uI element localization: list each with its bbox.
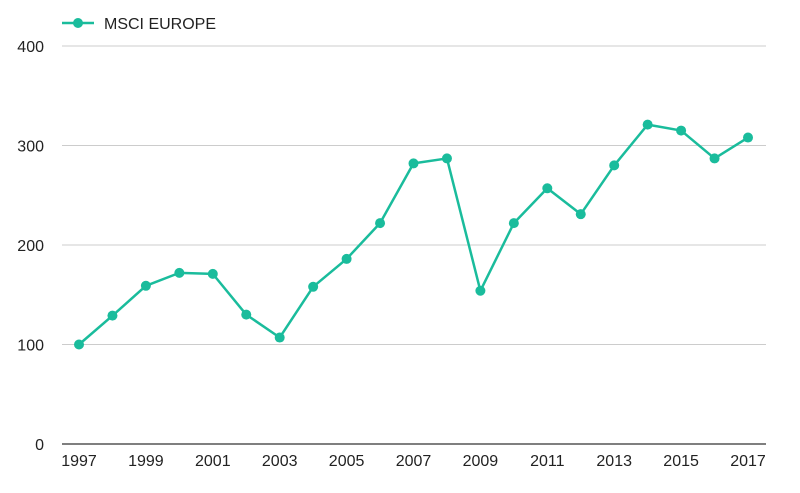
y-tick-label-400: 400: [17, 39, 44, 56]
y-axis-tick-labels: 0 100 200 300 400: [17, 39, 44, 454]
data-point-2016: [709, 153, 720, 164]
legend-label: MSCI EUROPE: [104, 16, 216, 33]
data-point-2001: [207, 268, 218, 279]
data-point-2009: [475, 285, 486, 296]
x-axis-tick-labels: 1997 1999 2001 2003 2005 2007 2009 2011 2013 2015…: [61, 453, 766, 470]
data-point-2004: [308, 281, 319, 292]
data-point-2000: [174, 267, 185, 278]
data-point-2014: [642, 119, 653, 130]
x-tick-label-2009: 2009: [463, 453, 499, 470]
x-tick-label-2011: 2011: [530, 453, 565, 470]
x-tick-label-2013: 2013: [596, 453, 632, 470]
x-tick-label-2003: 2003: [262, 453, 298, 470]
series-line: [77, 123, 750, 346]
x-tick-label-2015: 2015: [663, 453, 699, 470]
x-tick-label-2017: 2017: [730, 453, 766, 470]
data-point-1999: [140, 280, 151, 291]
y-tick-label-200: 200: [17, 238, 44, 255]
y-tick-label-300: 300: [17, 139, 44, 156]
x-tick-label-1999: 1999: [128, 453, 164, 470]
data-point-2011: [542, 183, 553, 194]
x-tick-label-2007: 2007: [396, 453, 432, 470]
data-point-2012: [575, 209, 586, 220]
gridlines: [62, 45, 766, 345]
data-point-2008: [441, 153, 452, 164]
x-tick-label-2001: 2001: [195, 453, 231, 470]
data-point-2007: [408, 158, 419, 169]
data-point-2006: [375, 218, 386, 229]
data-point-2002: [241, 309, 252, 320]
data-point-2013: [609, 160, 620, 171]
data-point-2015: [676, 125, 687, 136]
legend: MSCI EUROPE: [62, 16, 216, 33]
data-point-1998: [107, 310, 118, 321]
data-point-2003: [274, 332, 285, 343]
y-tick-label-100: 100: [17, 338, 44, 355]
data-point-1997: [74, 339, 84, 350]
y-tick-label-0: 0: [35, 437, 44, 454]
data-point-2010: [508, 218, 519, 229]
data-point-2005: [341, 253, 352, 264]
x-tick-label-1997: 1997: [61, 453, 97, 470]
x-tick-label-2005: 2005: [329, 453, 365, 470]
data-point-2017: [743, 132, 753, 143]
legend-marker-icon: [73, 18, 83, 28]
series-msci-europe: [74, 119, 753, 350]
